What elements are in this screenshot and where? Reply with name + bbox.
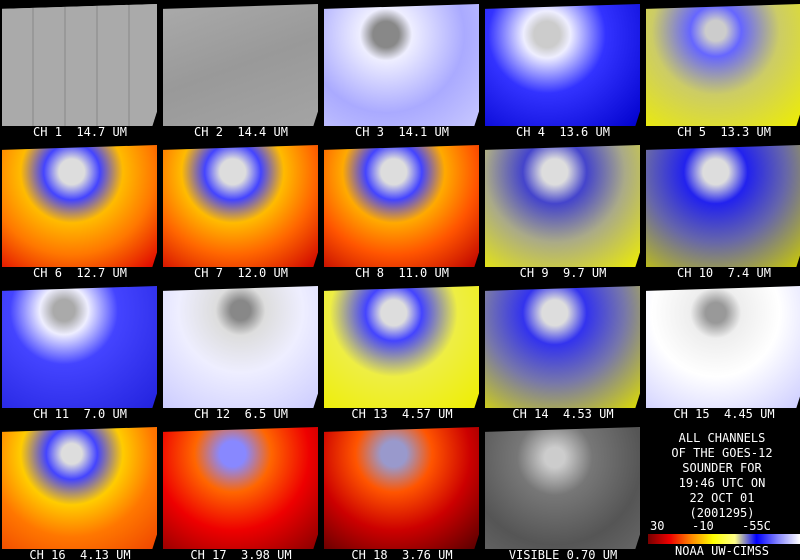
scale-label: -10 bbox=[692, 519, 714, 533]
channel-label: CH 11 7.0 UM bbox=[33, 407, 127, 421]
channel-label: CH 4 13.6 UM bbox=[516, 125, 610, 139]
satellite-image bbox=[485, 4, 640, 126]
channel-label: CH 2 14.4 UM bbox=[194, 125, 288, 139]
channel-label: CH 15 4.45 UM bbox=[673, 407, 775, 421]
satellite-image bbox=[485, 145, 640, 267]
channel-label: CH 9 9.7 UM bbox=[519, 266, 607, 280]
channel-label: CH 6 12.7 UM bbox=[33, 266, 127, 280]
channel-label: CH 18 3.76 UM bbox=[351, 548, 453, 560]
satellite-image bbox=[163, 286, 318, 408]
channel-label: CH 16 4.13 UM bbox=[29, 548, 131, 560]
satellite-image bbox=[2, 427, 157, 549]
channel-label: CH 1 14.7 UM bbox=[33, 125, 127, 139]
satellite-image bbox=[163, 427, 318, 549]
info-line: (2001295) bbox=[689, 506, 755, 520]
info-line: SOUNDER FOR bbox=[682, 461, 762, 475]
satellite-image bbox=[485, 427, 640, 549]
satellite-image bbox=[485, 286, 640, 408]
satellite-image bbox=[163, 145, 318, 267]
satellite-image bbox=[2, 4, 157, 126]
satellite-image bbox=[163, 4, 318, 126]
scale-label: 30 bbox=[650, 519, 665, 533]
satellite-image bbox=[324, 145, 479, 267]
scale-label: -55C bbox=[742, 519, 771, 533]
channel-label: CH 7 12.0 UM bbox=[194, 266, 288, 280]
satellite-image bbox=[646, 145, 800, 267]
color-scale-bar bbox=[648, 534, 800, 544]
satellite-image bbox=[324, 427, 479, 549]
channel-label: CH 17 3.98 UM bbox=[190, 548, 292, 560]
channel-label: CH 3 14.1 UM bbox=[355, 125, 449, 139]
satellite-image bbox=[324, 4, 479, 126]
channel-label: CH 13 4.57 UM bbox=[351, 407, 453, 421]
channel-label: CH 10 7.4 UM bbox=[677, 266, 771, 280]
channel-label: CH 8 11.0 UM bbox=[355, 266, 449, 280]
satellite-image bbox=[2, 145, 157, 267]
channel-label: CH 14 4.53 UM bbox=[512, 407, 614, 421]
satellite-image bbox=[2, 286, 157, 408]
credit: NOAA UW-CIMSS bbox=[675, 544, 769, 558]
channel-label: CH 5 13.3 UM bbox=[677, 125, 771, 139]
info-line: ALL CHANNELS bbox=[678, 431, 766, 445]
satellite-image bbox=[324, 286, 479, 408]
satellite-image bbox=[646, 4, 800, 126]
satellite-image bbox=[646, 286, 800, 408]
channel-label: CH 12 6.5 UM bbox=[194, 407, 288, 421]
info-line: 22 OCT 01 bbox=[689, 491, 755, 505]
info-line: 19:46 UTC ON bbox=[678, 476, 766, 490]
info-line: OF THE GOES-12 bbox=[671, 446, 773, 460]
channel-label: VISIBLE 0.70 UM bbox=[508, 548, 618, 560]
